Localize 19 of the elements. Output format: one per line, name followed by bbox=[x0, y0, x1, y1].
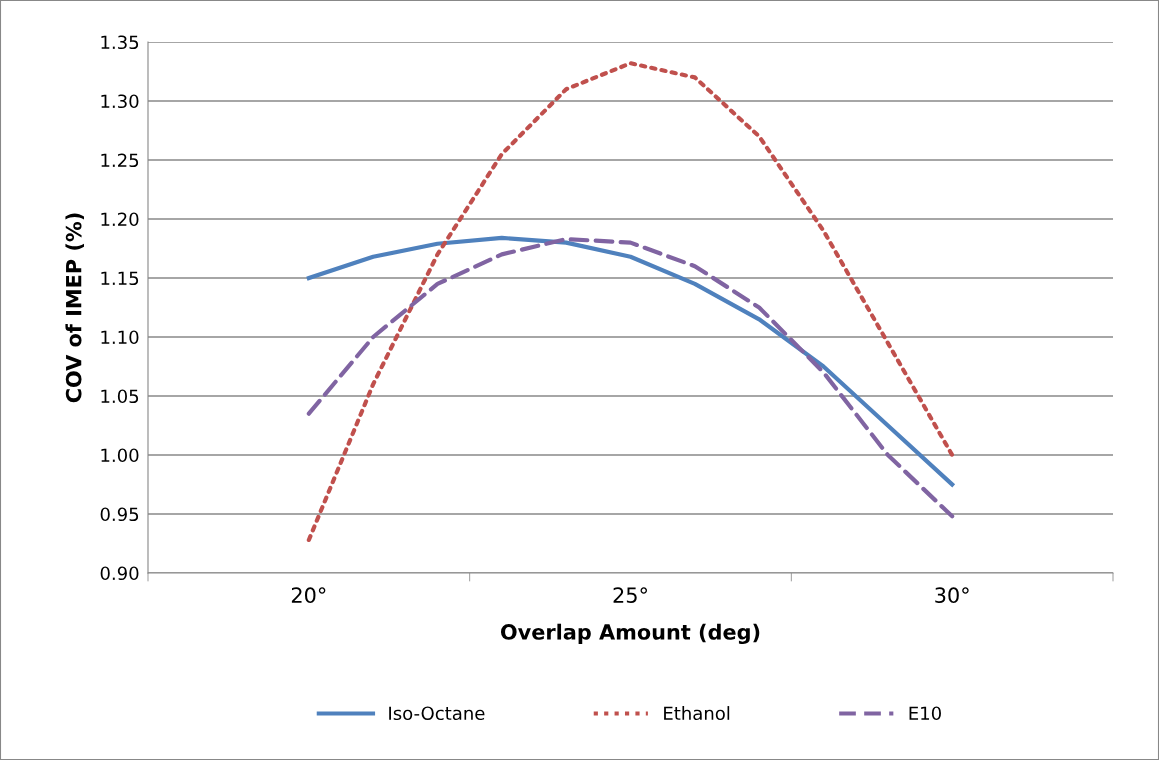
y-tick-label: 1.25 bbox=[101, 153, 139, 168]
y-tick-label: 1.20 bbox=[101, 212, 139, 227]
y-tick-label: 1.10 bbox=[101, 330, 139, 345]
legend-label: Iso-Octane bbox=[389, 706, 485, 721]
line-series bbox=[306, 61, 955, 543]
legend-label: E10 bbox=[909, 706, 941, 721]
y-tick-label: 1.35 bbox=[101, 35, 139, 50]
x-tick-label: 20° bbox=[291, 587, 326, 604]
y-tick-label: 1.00 bbox=[101, 448, 139, 463]
y-axis-title: COV of IMEP (%) bbox=[65, 213, 84, 403]
y-tick-label: 1.30 bbox=[101, 94, 139, 109]
legend-label: Ethanol bbox=[664, 706, 730, 721]
x-tick-label: 30° bbox=[935, 587, 969, 604]
y-tick-label: 0.90 bbox=[100, 566, 139, 581]
x-axis-title: Overlap Amount (deg) bbox=[501, 623, 760, 645]
y-tick-label: 1.15 bbox=[101, 271, 139, 286]
y-tick-label: 1.05 bbox=[101, 389, 139, 404]
x-tick-label: 25° bbox=[613, 587, 647, 604]
y-tick-label: 0.95 bbox=[100, 507, 139, 522]
